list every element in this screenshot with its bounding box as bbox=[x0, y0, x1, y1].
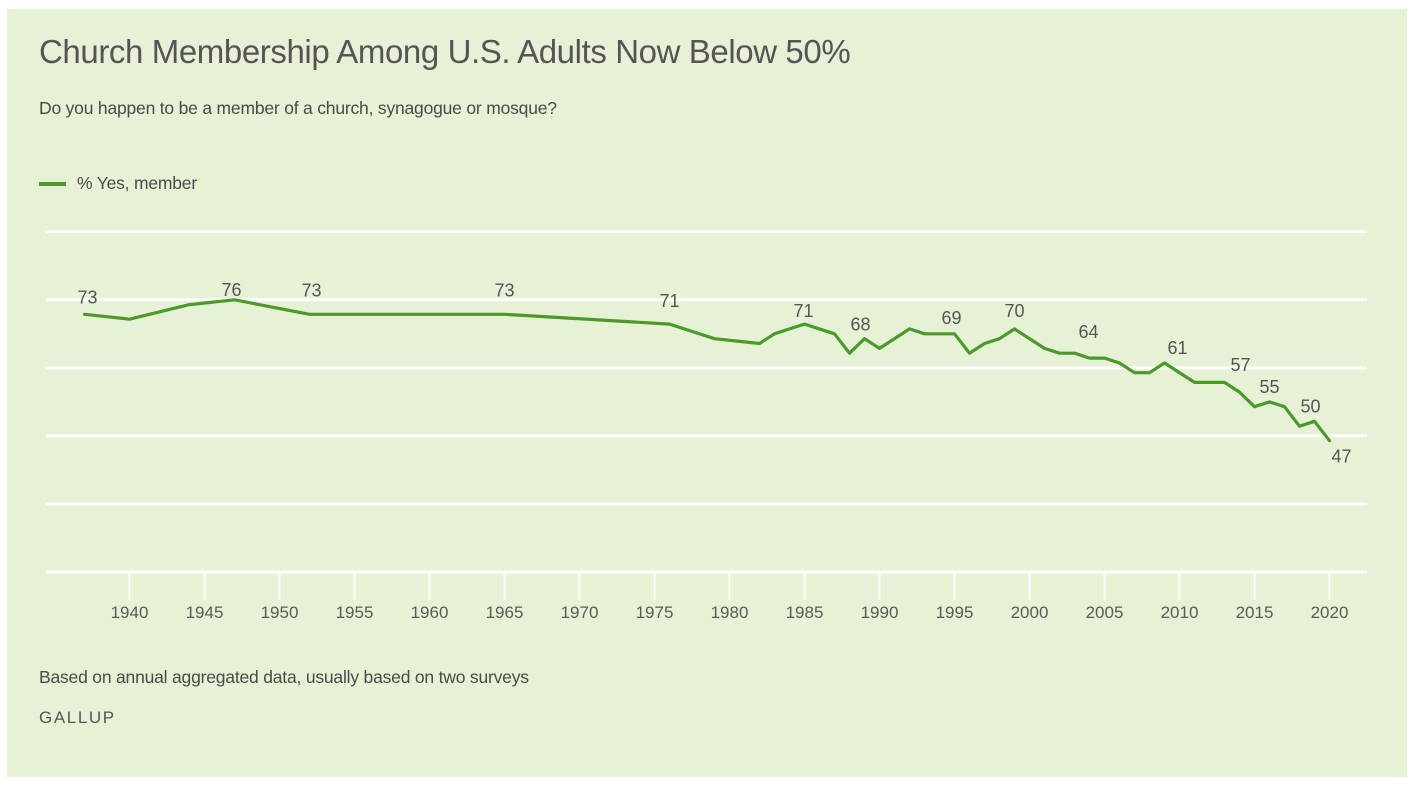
x-tick-label: 1945 bbox=[186, 603, 224, 622]
gridlines bbox=[46, 230, 1367, 574]
data-label: 68 bbox=[850, 315, 870, 335]
data-label: 76 bbox=[221, 280, 241, 300]
x-tick-label: 2005 bbox=[1086, 603, 1124, 622]
data-labels: 73 76 73 73 71 71 68 69 70 64 61 57 55 50 47 bbox=[77, 280, 1351, 467]
x-tick-label: 1965 bbox=[486, 603, 524, 622]
data-label: 69 bbox=[941, 308, 961, 328]
legend-label: % Yes, member bbox=[77, 173, 197, 193]
x-tick-label: 1990 bbox=[861, 603, 899, 622]
x-tick-label: 1985 bbox=[786, 603, 824, 622]
series-line bbox=[82, 298, 1332, 443]
legend: % Yes, member bbox=[39, 173, 197, 194]
data-label: 47 bbox=[1331, 447, 1351, 467]
x-tick-label: 1980 bbox=[711, 603, 749, 622]
data-label: 50 bbox=[1300, 396, 1320, 416]
chart-title: Church Membership Among U.S. Adults Now … bbox=[39, 33, 851, 70]
x-tick-label: 1970 bbox=[561, 603, 599, 622]
data-label: 73 bbox=[77, 287, 97, 307]
legend-swatch-icon bbox=[39, 181, 66, 186]
data-label: 61 bbox=[1167, 338, 1187, 358]
data-label: 71 bbox=[793, 301, 813, 321]
data-label: 71 bbox=[659, 291, 679, 311]
data-label: 57 bbox=[1230, 355, 1250, 375]
x-tick-label: 2015 bbox=[1236, 603, 1274, 622]
x-tick-label: 1960 bbox=[411, 603, 449, 622]
x-axis: 1940 1945 1950 1955 1960 1965 1970 1975 1980 1985… bbox=[111, 572, 1349, 622]
data-label: 55 bbox=[1259, 377, 1279, 397]
footnote: Based on annual aggregated data, usually… bbox=[39, 667, 529, 687]
data-label: 73 bbox=[301, 280, 321, 300]
chart-panel bbox=[7, 9, 1407, 777]
chart-subtitle: Do you happen to be a member of a church… bbox=[39, 98, 557, 118]
series bbox=[82, 298, 1332, 443]
x-tick-label: 2010 bbox=[1161, 603, 1199, 622]
x-tick-label: 1995 bbox=[936, 603, 974, 622]
x-tick-label: 1940 bbox=[111, 603, 149, 622]
data-label: 73 bbox=[494, 280, 514, 300]
data-label: 64 bbox=[1078, 322, 1098, 342]
x-tick-label: 1950 bbox=[261, 603, 299, 622]
x-tick-label: 1975 bbox=[636, 603, 674, 622]
x-tick-label: 2020 bbox=[1311, 603, 1349, 622]
data-label: 70 bbox=[1004, 301, 1024, 321]
gallup-logo: GALLUP bbox=[39, 708, 116, 727]
x-tick-label: 1955 bbox=[336, 603, 374, 622]
x-tick-label: 2000 bbox=[1011, 603, 1049, 622]
